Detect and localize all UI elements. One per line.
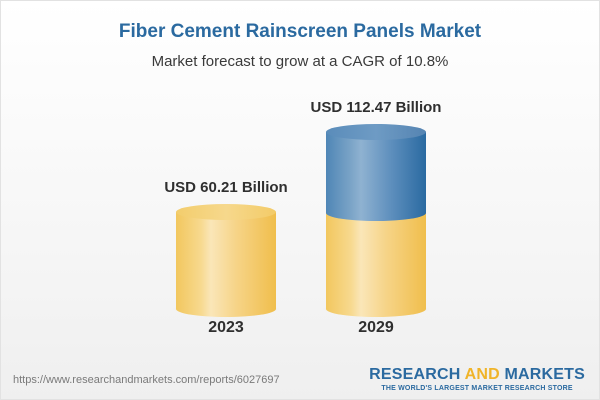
bar-2029-bottom [326,301,426,317]
bar-2029-base-segment [326,213,426,309]
chart-title: Fiber Cement Rainscreen Panels Market [118,21,482,42]
bar-2029-segment-divider [326,205,426,221]
bar-value-label-2023: USD 60.21 Billion [164,179,288,196]
brand-logo: RESEARCH AND MARKETS THE WORLD'S LARGEST… [369,366,585,392]
bar-2029-growth-segment [326,132,426,213]
bar-2023-top [176,204,276,220]
bar-2023-bottom [176,301,276,317]
bar-2023 [176,204,276,317]
chart-subtitle: Market forecast to grow at a CAGR of 10.… [151,53,449,70]
brand-word-and: AND [464,366,500,383]
brand-word-markets: MARKETS [499,366,585,383]
brand-word-research: RESEARCH [369,366,465,383]
brand-tagline: THE WORLD'S LARGEST MARKET RESEARCH STOR… [381,385,573,392]
x-tick-2029: 2029 [358,319,394,336]
brand-name: RESEARCH AND MARKETS [369,366,585,384]
bar-2023-body [176,212,276,309]
source-url: https://www.researchandmarkets.com/repor… [13,374,280,386]
bar-2029-top [326,124,426,140]
x-tick-2023: 2023 [208,319,244,336]
bar-2029 [326,124,426,317]
bar-value-label-2029: USD 112.47 Billion [310,99,442,116]
